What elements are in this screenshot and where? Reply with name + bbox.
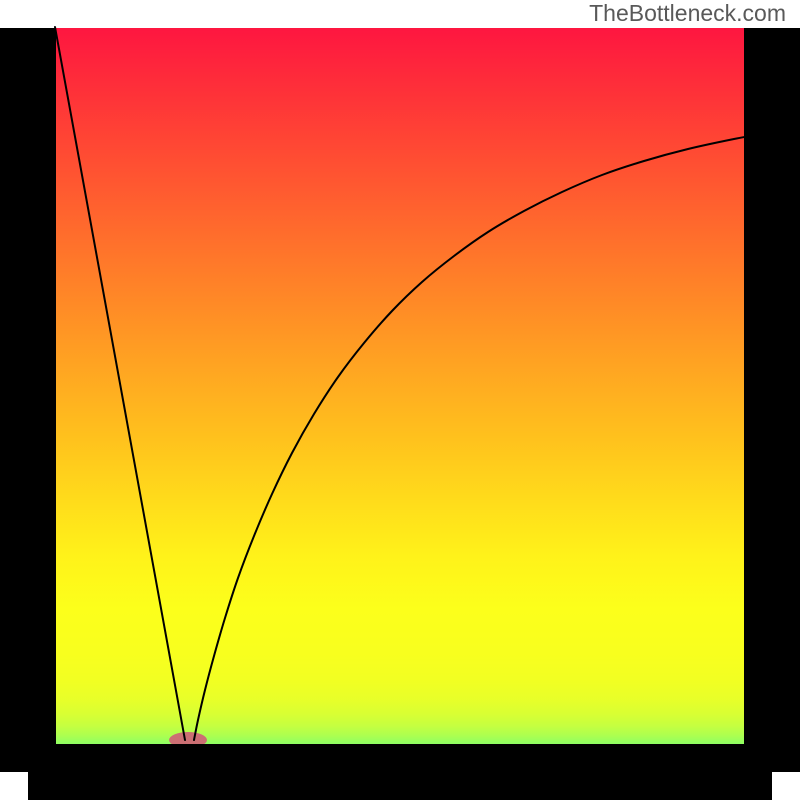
watermark-text: TheBottleneck.com [589,0,786,27]
chart-container: TheBottleneck.com [0,0,800,800]
plot-background [28,28,772,772]
chart-svg [0,0,800,800]
